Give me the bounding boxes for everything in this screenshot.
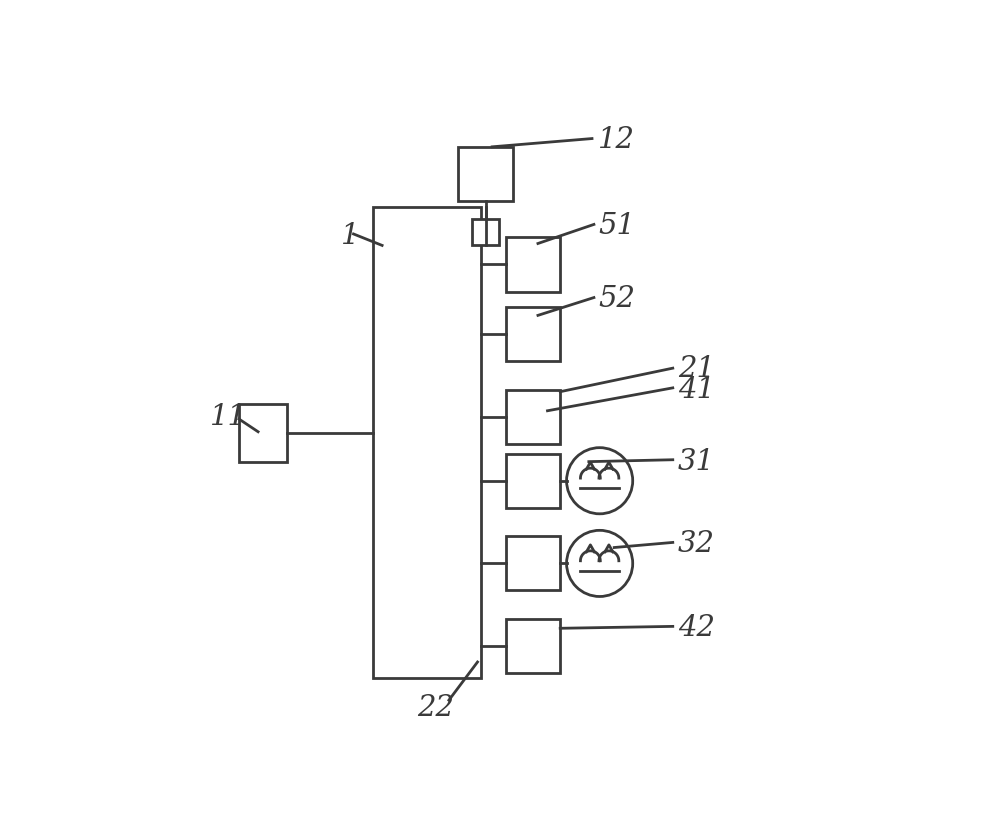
- Text: 12: 12: [598, 126, 635, 154]
- Bar: [506, 390, 560, 444]
- Text: 21: 21: [678, 355, 715, 383]
- Text: 42: 42: [678, 615, 715, 643]
- Bar: [472, 219, 499, 245]
- Text: 32: 32: [678, 530, 715, 558]
- Text: 31: 31: [678, 448, 715, 476]
- Bar: [458, 147, 512, 201]
- Text: 1: 1: [341, 222, 359, 249]
- Text: 22: 22: [417, 695, 454, 723]
- Bar: [373, 207, 481, 678]
- Bar: [506, 237, 560, 292]
- Text: 51: 51: [598, 212, 635, 240]
- Bar: [506, 453, 560, 508]
- Bar: [239, 405, 287, 462]
- Text: 41: 41: [678, 376, 715, 404]
- Bar: [506, 307, 560, 362]
- Text: 52: 52: [598, 286, 635, 313]
- Text: 11: 11: [210, 403, 247, 431]
- Bar: [506, 619, 560, 673]
- Bar: [506, 536, 560, 591]
